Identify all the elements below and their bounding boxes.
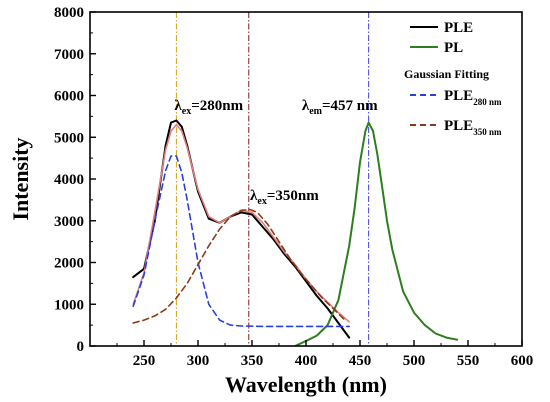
ticks-layer: 250 300 350 400 450 500 550 6000100020003000400… [54,5,533,369]
x-tick-label: 500 [403,353,426,369]
y-tick-label: 1000 [54,297,84,313]
y-tick-label: 3000 [54,214,84,230]
x-tick-label: 250 [133,353,156,369]
y-tick-label: 2000 [54,256,84,272]
y-tick-label: 4000 [54,172,84,188]
plot-frame [89,11,523,347]
peak-annotation-0: λex=280nm [174,98,243,117]
legend-label-3: PLE280 nm [444,88,502,107]
y-axis-title: Intensity [8,137,33,220]
y-tick-label: 8000 [54,5,84,21]
y-tick-label: 6000 [54,89,84,105]
series-line-1 [132,123,350,323]
series-line-4 [132,208,345,324]
x-tick-label: 450 [349,353,372,369]
vertical-guide-lines [175,12,370,346]
x-tick-label: 350 [241,353,264,369]
legend-group-label: Gaussian Fitting [404,67,489,81]
series-layer [132,119,459,346]
x-tick-label: 550 [457,353,480,369]
series-line-3 [132,155,350,328]
x-tick-label: 300 [187,353,210,369]
y-tick-label: 5000 [54,130,84,146]
legend-label-1: PL [444,40,463,56]
peak-annotation-2: λem=457 nm [302,98,378,117]
y-tick-label: 0 [77,339,85,355]
legend: PLE PL Gaussian Fitting PLE280 nm PLE350 nm [404,20,502,137]
x-axis-title: Wavelength (nm) [225,372,387,397]
annotations-layer: λex=280nm λex=350nm λem=457 nm [174,98,378,207]
x-tick-label: 600 [511,353,534,369]
x-tick-label: 400 [295,353,318,369]
legend-label-0: PLE [444,20,473,36]
peak-annotation-1: λex=350nm [250,188,319,207]
y-tick-label: 7000 [54,47,84,63]
legend-label-4: PLE350 nm [444,118,502,137]
series-line-2 [294,121,459,346]
